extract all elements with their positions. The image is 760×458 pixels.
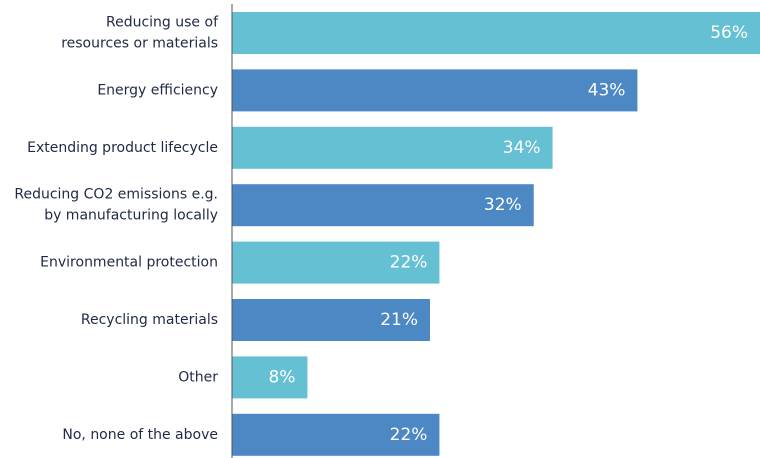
bar-3 <box>232 184 534 227</box>
bar-1 <box>232 69 638 112</box>
category-label-7: No, none of the above <box>62 427 218 443</box>
value-label-0: 56% <box>710 23 748 43</box>
bar-4 <box>232 241 440 284</box>
bar-2 <box>232 126 553 169</box>
value-label-1: 43% <box>588 80 626 100</box>
category-label-2: Extending product lifecycle <box>27 140 218 156</box>
value-label-7: 22% <box>390 425 428 445</box>
bar-7 <box>232 413 440 456</box>
category-label-4: Environmental protection <box>40 255 218 271</box>
value-label-4: 22% <box>390 253 428 273</box>
category-label-0: Reducing use of resources or materials <box>61 15 219 52</box>
bar-0 <box>232 12 760 54</box>
value-label-3: 32% <box>484 195 522 215</box>
category-label-6: Other <box>178 369 218 385</box>
category-label-3: Reducing CO2 emissions e.g. by manufactur… <box>14 187 218 224</box>
category-label-5: Recycling materials <box>81 312 218 328</box>
bars-layer: 56% Reducing use of resources or materials… <box>14 12 760 456</box>
value-label-5: 21% <box>380 310 418 330</box>
value-label-2: 34% <box>503 138 541 158</box>
category-label-1: Energy efficiency <box>97 82 218 98</box>
bar-6 <box>232 356 308 399</box>
bar-5 <box>232 299 430 341</box>
value-label-6: 8% <box>268 367 295 387</box>
